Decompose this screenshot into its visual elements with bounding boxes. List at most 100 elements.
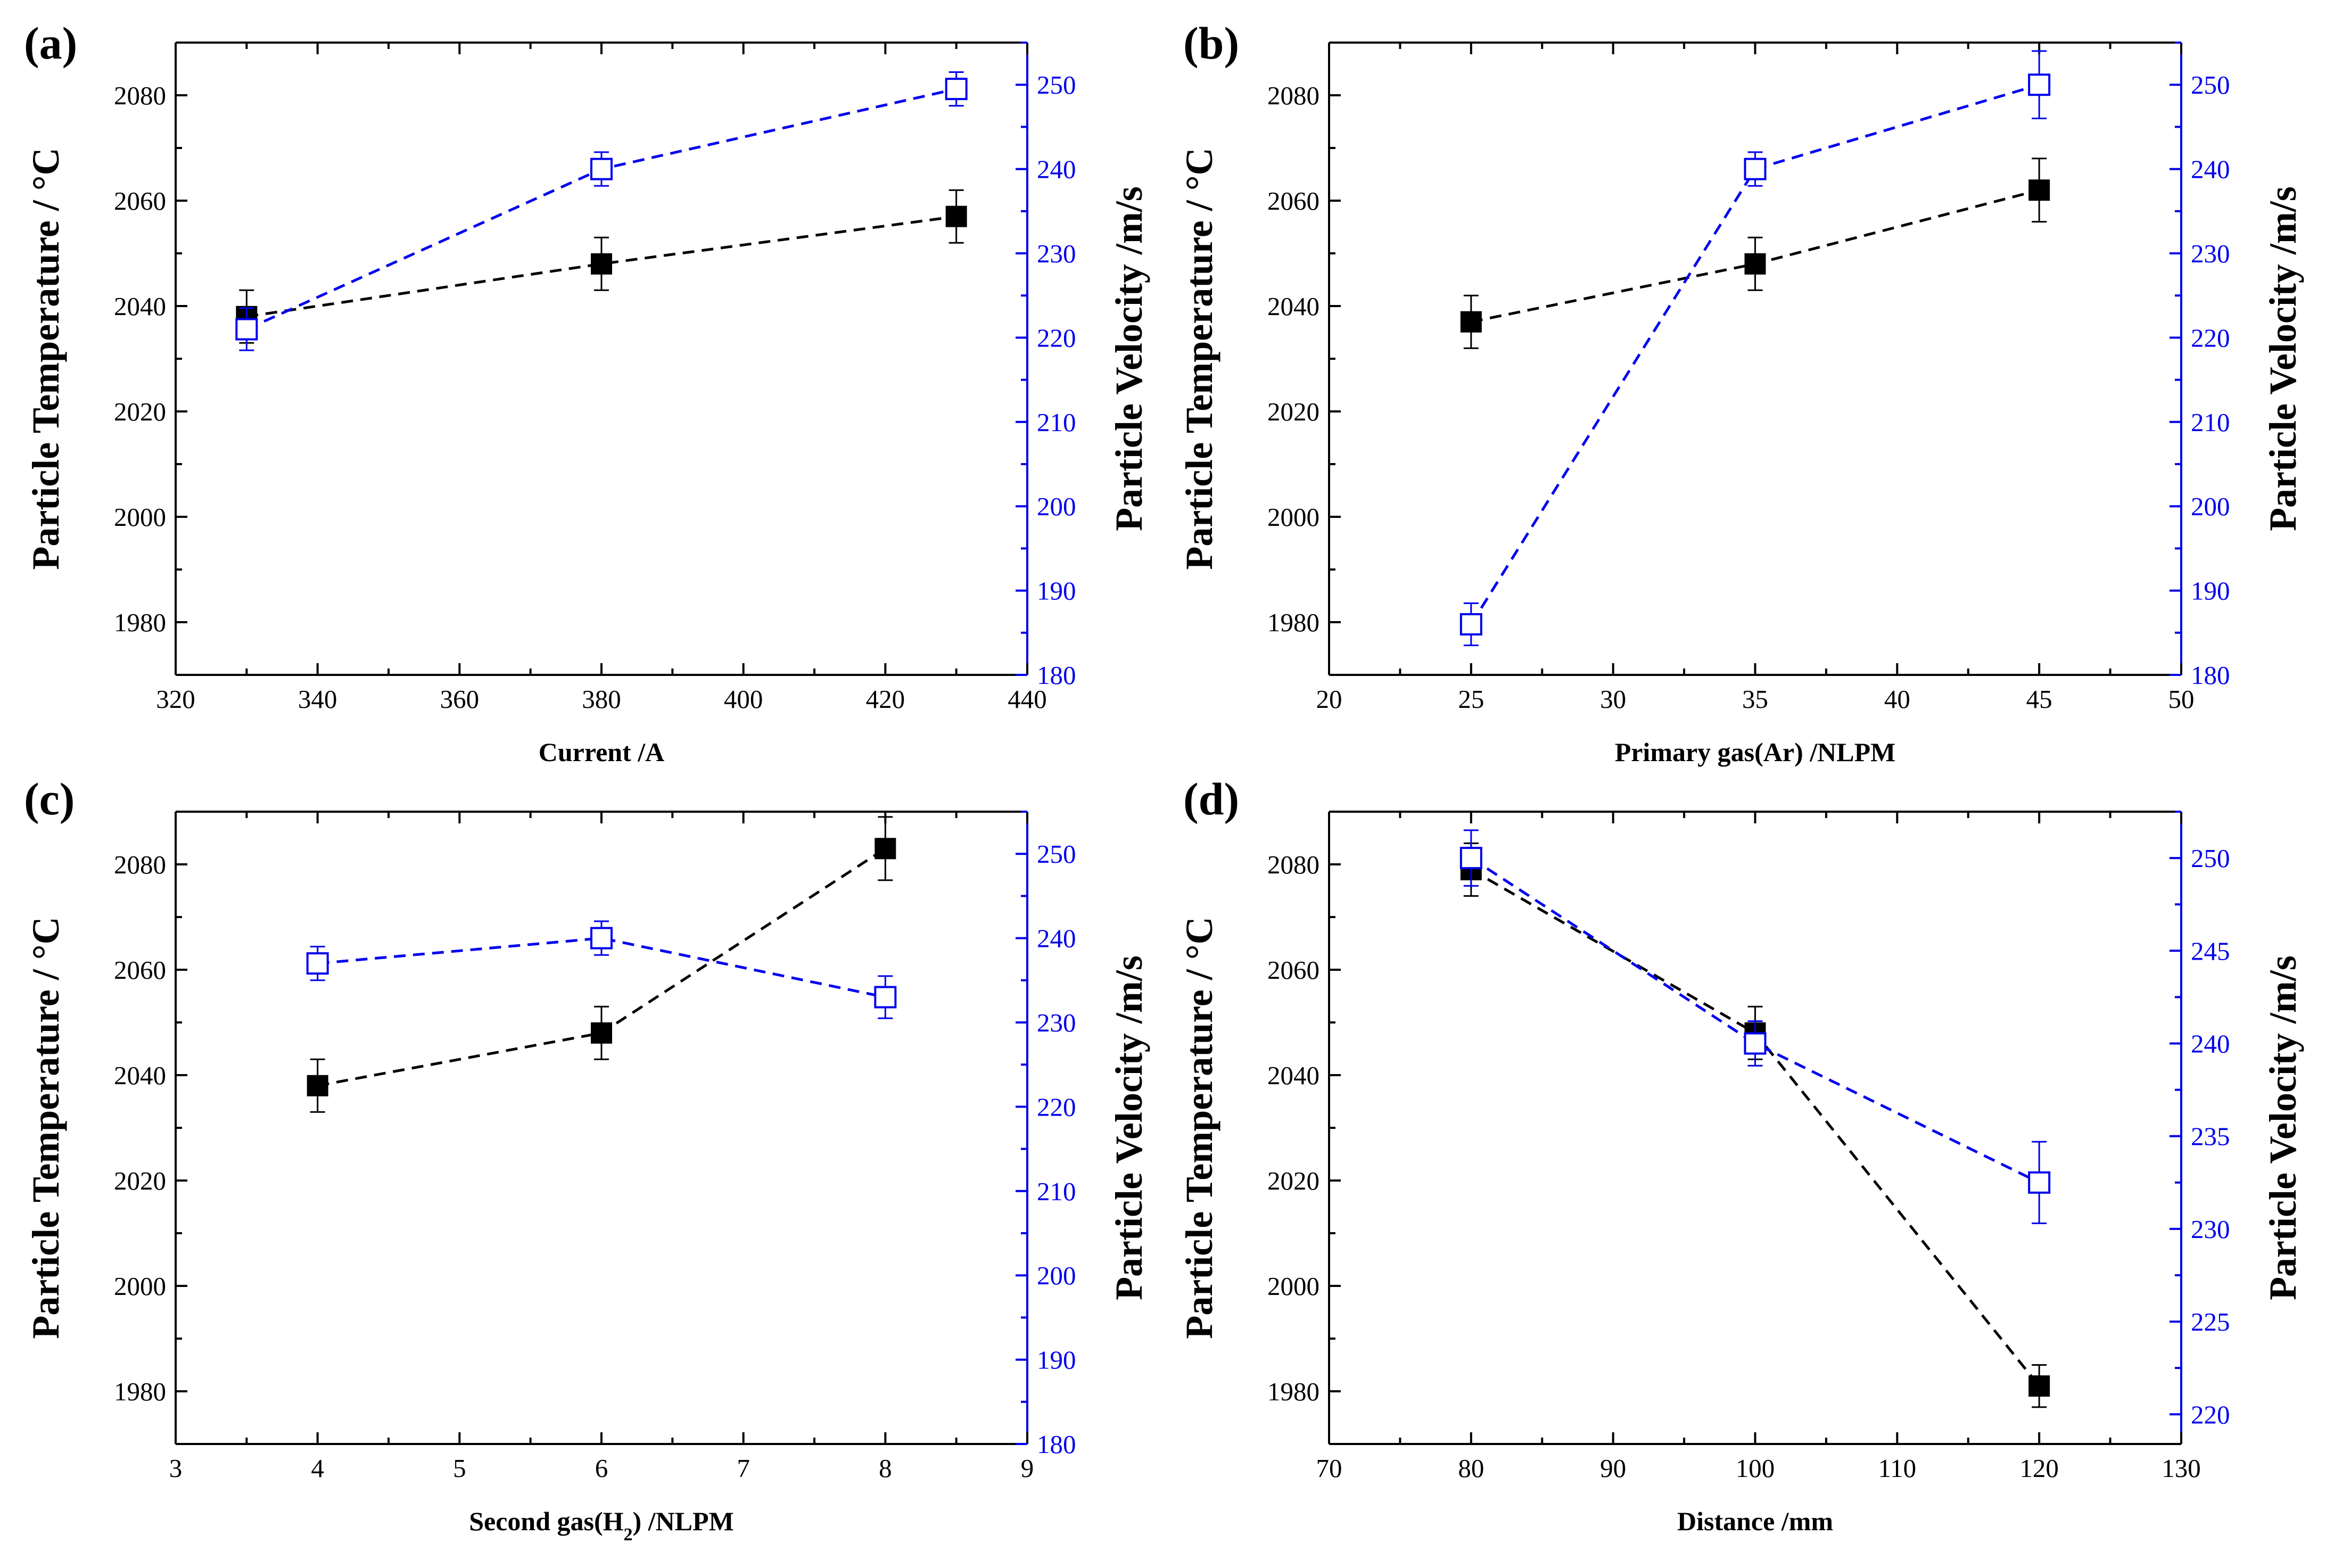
y-left-tick-label: 2040 bbox=[114, 292, 166, 321]
y-right-tick-label: 225 bbox=[2191, 1307, 2230, 1336]
y-left-tick-label: 2040 bbox=[114, 1061, 166, 1090]
y-left-tick-label: 2020 bbox=[114, 1166, 166, 1195]
velocity-data-point bbox=[1459, 847, 1482, 870]
x-tick-label: 440 bbox=[1008, 684, 1047, 714]
y-left-tick-label: 2080 bbox=[114, 81, 166, 110]
x-axis-label: Second gas(H2) /NLPM bbox=[469, 1506, 734, 1545]
y-right-axis-label: Particle Velocity /m/s bbox=[1108, 955, 1150, 1300]
y-right-tick-label: 220 bbox=[1037, 1092, 1076, 1121]
x-tick-label: 340 bbox=[298, 684, 337, 714]
x-tick-label: 380 bbox=[582, 684, 621, 714]
y-right-tick-label: 220 bbox=[2191, 323, 2230, 352]
temperature-data-point bbox=[307, 1075, 328, 1096]
y-right-tick-label: 240 bbox=[1037, 924, 1076, 953]
x-tick-label: 320 bbox=[156, 684, 195, 714]
x-tick-label: 4 bbox=[311, 1454, 324, 1483]
y-right-tick-label: 200 bbox=[1037, 1261, 1076, 1290]
velocity-data-point bbox=[1459, 613, 1482, 636]
x-tick-label: 50 bbox=[2168, 684, 2195, 714]
velocity-data-point bbox=[590, 927, 613, 950]
x-tick-label: 110 bbox=[1878, 1454, 1916, 1483]
panel-letter: (b) bbox=[1183, 18, 1239, 69]
y-left-axis-label: Particle Temperature / °C bbox=[1178, 917, 1220, 1339]
chart-panel-1: 320 340 360 380 400 420 440 1980 2000 2020 2040 206… bbox=[24, 18, 1150, 767]
y-right-tick-label: 250 bbox=[1037, 70, 1076, 100]
y-right-tick-label: 190 bbox=[2191, 576, 2230, 606]
y-left-tick-label: 2040 bbox=[1267, 292, 1319, 321]
y-right-tick-label: 230 bbox=[2191, 1215, 2230, 1244]
velocity-data-point bbox=[2028, 73, 2051, 96]
x-axis-label: Primary gas(Ar) /NLPM bbox=[1615, 737, 1896, 767]
y-right-tick-label: 210 bbox=[2191, 408, 2230, 437]
y-left-tick-label: 2020 bbox=[1267, 1166, 1319, 1195]
y-left-tick-label: 2000 bbox=[1267, 1272, 1319, 1301]
y-right-tick-label: 240 bbox=[2191, 1029, 2230, 1058]
temperature-series-line bbox=[246, 215, 956, 318]
velocity-data-point bbox=[590, 158, 613, 180]
velocity-data-point bbox=[306, 952, 329, 975]
temperature-data-point bbox=[591, 1022, 612, 1044]
y-left-tick-label: 1980 bbox=[1267, 1377, 1319, 1406]
velocity-data-point bbox=[874, 986, 897, 1009]
y-right-tick-label: 200 bbox=[2191, 492, 2230, 521]
temperature-data-point bbox=[591, 253, 612, 275]
y-right-tick-label: 210 bbox=[1037, 408, 1076, 437]
panel-letter: (c) bbox=[24, 773, 75, 824]
x-tick-label: 100 bbox=[1736, 1454, 1775, 1483]
x-tick-label: 35 bbox=[1742, 684, 1768, 714]
x-tick-label: 360 bbox=[440, 684, 480, 714]
x-tick-label: 8 bbox=[879, 1454, 892, 1483]
y-right-tick-label: 220 bbox=[2191, 1400, 2230, 1429]
y-left-tick-label: 2000 bbox=[114, 502, 166, 532]
y-left-tick-label: 2020 bbox=[114, 397, 166, 426]
velocity-series-line bbox=[246, 87, 957, 331]
y-left-tick-label: 2040 bbox=[1267, 1061, 1319, 1090]
y-right-tick-label: 180 bbox=[1037, 661, 1076, 690]
x-tick-label: 9 bbox=[1021, 1454, 1034, 1483]
x-tick-label: 40 bbox=[1884, 684, 1910, 714]
y-left-tick-label: 1980 bbox=[114, 608, 166, 637]
y-right-tick-label: 230 bbox=[2191, 239, 2230, 268]
x-tick-label: 6 bbox=[595, 1454, 608, 1483]
temperature-data-point bbox=[945, 205, 967, 227]
y-right-tick-label: 250 bbox=[1037, 839, 1076, 869]
x-tick-label: 130 bbox=[2162, 1454, 2201, 1483]
x-tick-label: 420 bbox=[866, 684, 905, 714]
y-right-tick-label: 230 bbox=[1037, 239, 1076, 268]
x-tick-label: 80 bbox=[1458, 1454, 1484, 1483]
y-left-tick-label: 2020 bbox=[1267, 397, 1319, 426]
y-right-tick-label: 190 bbox=[1037, 1346, 1076, 1375]
x-tick-label: 5 bbox=[453, 1454, 466, 1483]
chart-panel-4: 70 80 90 100 110 120 130 1980 2000 2020 2040 2060 20… bbox=[1178, 773, 2304, 1536]
velocity-data-point bbox=[1744, 1032, 1767, 1055]
y-left-tick-label: 2060 bbox=[114, 955, 166, 985]
y-left-axis-label: Particle Temperature / °C bbox=[24, 147, 67, 570]
temperature-data-point bbox=[1744, 253, 1766, 275]
x-axis-label: Current /A bbox=[539, 737, 665, 767]
y-right-tick-label: 190 bbox=[1037, 576, 1076, 606]
x-tick-label: 30 bbox=[1600, 684, 1626, 714]
x-tick-label: 25 bbox=[1458, 684, 1484, 714]
y-left-tick-label: 2080 bbox=[114, 850, 166, 879]
y-right-tick-label: 250 bbox=[2191, 70, 2230, 100]
x-tick-label: 400 bbox=[724, 684, 763, 714]
x-tick-label: 3 bbox=[169, 1454, 183, 1483]
x-tick-label: 45 bbox=[2026, 684, 2052, 714]
x-tick-label: 120 bbox=[2019, 1454, 2059, 1483]
y-right-tick-label: 230 bbox=[1037, 1008, 1076, 1037]
y-left-tick-label: 2000 bbox=[1267, 502, 1319, 532]
temperature-data-point bbox=[1460, 311, 1482, 333]
y-right-tick-label: 240 bbox=[2191, 155, 2230, 184]
y-left-axis-label: Particle Temperature / °C bbox=[1178, 147, 1220, 570]
y-right-tick-label: 240 bbox=[1037, 155, 1076, 184]
velocity-data-point bbox=[2028, 1171, 2051, 1194]
x-tick-label: 20 bbox=[1316, 684, 1342, 714]
y-left-tick-label: 2000 bbox=[114, 1272, 166, 1301]
x-tick-label: 7 bbox=[737, 1454, 750, 1483]
y-left-tick-label: 2060 bbox=[1267, 955, 1319, 985]
x-tick-label: 70 bbox=[1316, 1454, 1342, 1483]
y-left-axis-label: Particle Temperature / °C bbox=[24, 917, 67, 1339]
x-axis-label: Distance /mm bbox=[1677, 1506, 1833, 1536]
y-right-axis-label: Particle Velocity /m/s bbox=[1108, 186, 1150, 531]
